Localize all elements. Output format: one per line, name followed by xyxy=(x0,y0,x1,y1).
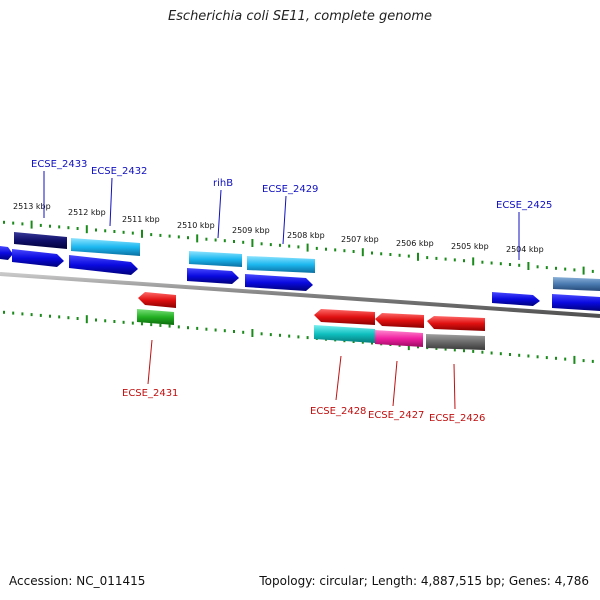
leader-rev xyxy=(392,360,398,407)
gene-ecse-2431[interactable] xyxy=(137,309,174,325)
gene-ecse-2432[interactable] xyxy=(71,238,140,256)
kbp-label: 2504 kbp xyxy=(506,245,544,254)
genome-summary: Topology: circular; Length: 4,887,515 bp… xyxy=(259,574,589,588)
cds-arrow[interactable] xyxy=(187,268,239,284)
cds-arrow[interactable] xyxy=(375,313,424,328)
gene-labels: ECSE_2433 ECSE_2432 rihB ECSE_2429 ECSE_… xyxy=(31,159,552,424)
label-leader-lines xyxy=(43,171,520,410)
leader-fwd xyxy=(109,177,113,227)
gene-label: rihB xyxy=(213,178,233,189)
kbp-label: 2505 kbp xyxy=(451,242,489,251)
cds-arrow[interactable] xyxy=(427,316,485,331)
gene-label: ECSE_2427 xyxy=(368,410,424,421)
gene-label: ECSE_2428 xyxy=(310,406,366,417)
gene-label: ECSE_2431 xyxy=(122,388,178,399)
kbp-labels: 2513 kbp 2512 kbp 2511 kbp 2510 kbp 2509… xyxy=(13,202,544,254)
gene-label: ECSE_2429 xyxy=(262,184,318,195)
leader-rev xyxy=(453,363,456,410)
kbp-label: 2512 kbp xyxy=(68,208,106,217)
kbp-label: 2508 kbp xyxy=(287,231,325,240)
gene-ecse-2433[interactable] xyxy=(14,232,67,249)
gene-label: ECSE_2425 xyxy=(496,200,552,211)
gene-label: ECSE_2432 xyxy=(91,166,147,177)
gene-label: ECSE_2433 xyxy=(31,159,87,170)
kbp-label: 2511 kbp xyxy=(122,215,160,224)
forward-cds-arrows xyxy=(0,246,600,311)
leader-rev xyxy=(335,355,342,401)
gene-ecse-2426[interactable] xyxy=(426,334,485,350)
kbp-label: 2513 kbp xyxy=(13,202,51,211)
leader-fwd xyxy=(217,189,222,239)
outer-tick-ring xyxy=(3,220,594,275)
map-title: Escherichia coli SE11, complete genome xyxy=(167,9,433,24)
kbp-label: 2510 kbp xyxy=(177,221,215,230)
gene-ecse-2425-steel[interactable] xyxy=(553,277,600,291)
cds-arrow[interactable] xyxy=(0,246,13,260)
gene-label: ECSE_2426 xyxy=(429,413,485,424)
genome-backbone xyxy=(0,272,600,318)
cds-arrow[interactable] xyxy=(12,249,64,267)
cds-arrow[interactable] xyxy=(69,255,138,275)
kbp-label: 2506 kbp xyxy=(396,239,434,248)
cds-arrow[interactable] xyxy=(552,294,600,311)
inner-tick-ring xyxy=(3,310,594,364)
kbp-label: 2507 kbp xyxy=(341,235,379,244)
reverse-lower-features xyxy=(137,309,485,350)
cds-arrow[interactable] xyxy=(492,292,540,306)
forward-outer-features xyxy=(14,232,600,291)
gene-ecse-2428[interactable] xyxy=(314,325,375,343)
gene-rihb[interactable] xyxy=(189,251,242,267)
gene-ecse-2427[interactable] xyxy=(375,330,423,347)
leader-fwd xyxy=(282,195,287,245)
accession-text: Accession: NC_011415 xyxy=(9,574,146,588)
gene-ecse-2429[interactable] xyxy=(247,256,315,273)
cds-arrow[interactable] xyxy=(138,292,176,308)
cds-arrow[interactable] xyxy=(245,274,313,291)
kbp-label: 2509 kbp xyxy=(232,226,270,235)
leader-rev xyxy=(147,339,153,385)
reverse-cds-arrows xyxy=(138,292,485,331)
cds-arrow[interactable] xyxy=(314,309,375,325)
